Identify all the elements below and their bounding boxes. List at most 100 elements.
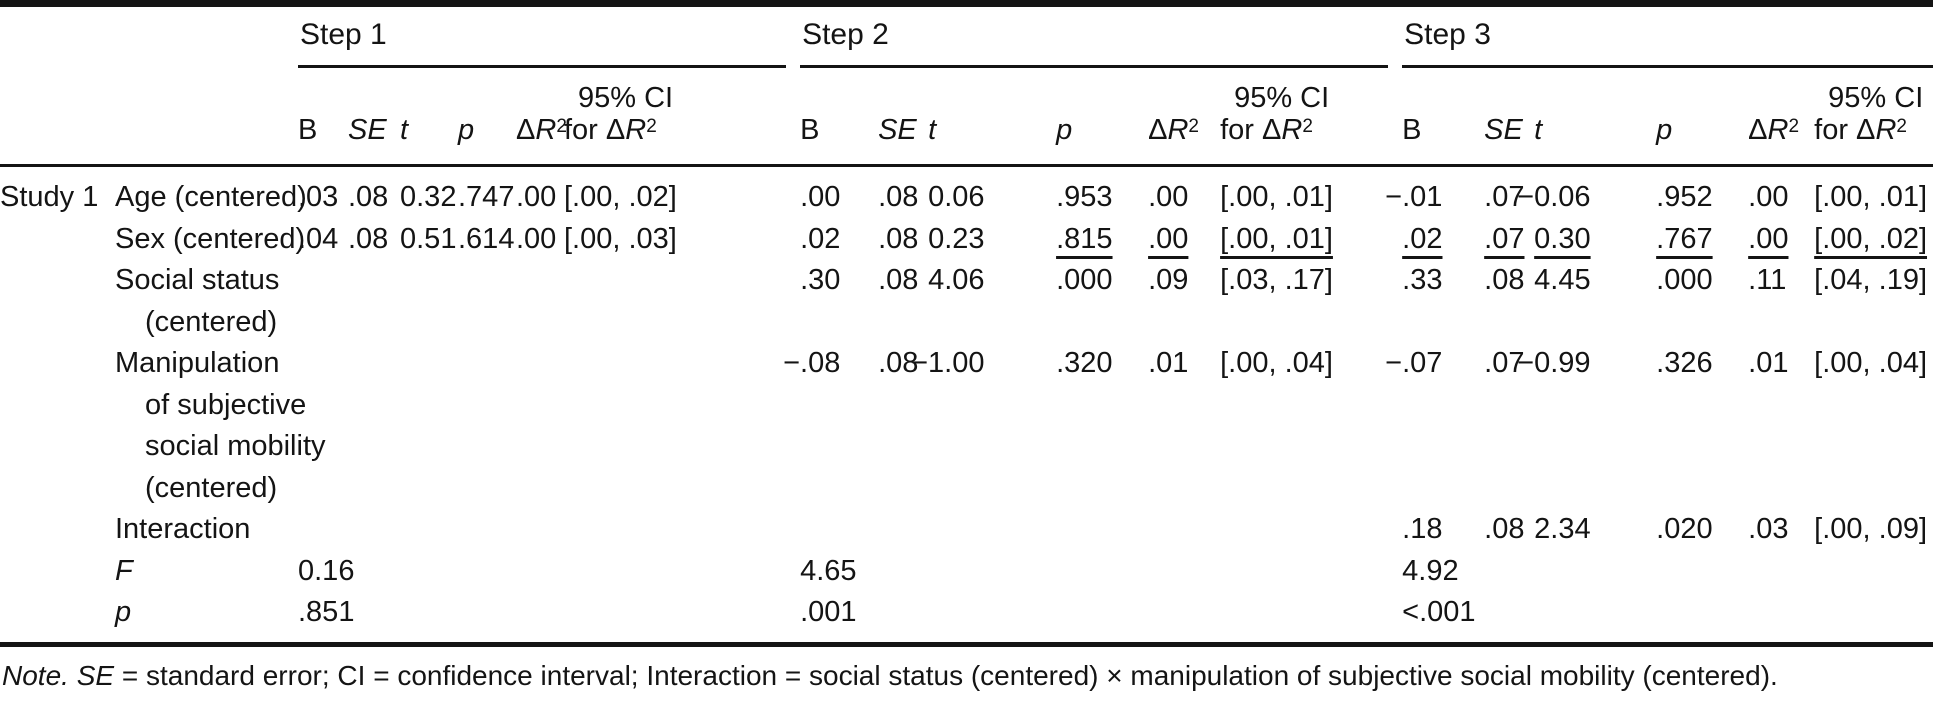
study-label-cell: [0, 260, 115, 343]
table-cell: [458, 343, 516, 509]
table-cell: .03: [298, 181, 339, 213]
stub-predictor: [115, 7, 298, 68]
table-cell: [1656, 551, 1748, 593]
table-cell: .08: [1484, 264, 1525, 296]
regression-table: Step 1 Step 2 Step 3 B SE t p ΔR2 95% CI for ΔR2 B…: [0, 7, 1933, 642]
ci-header-line2: for ΔR2: [1220, 114, 1313, 146]
study-label-cell: [0, 219, 115, 261]
step-header-label: Step 1: [300, 18, 387, 51]
note-lead: Note.: [2, 659, 69, 691]
table-cell: [.00, .02]: [564, 181, 677, 213]
table-cell: [1220, 509, 1402, 551]
table-cell: 0.16: [298, 554, 355, 587]
table-cell: [.00, .01]: [1814, 181, 1928, 213]
table-bottom-rule: [0, 641, 1933, 647]
table-cell: .851: [298, 596, 355, 628]
table-cell: [516, 551, 564, 593]
table-cell: .08: [348, 181, 389, 213]
table-cell: .00: [800, 181, 841, 213]
table-cell: [348, 260, 400, 343]
table-cell: <.001: [1402, 596, 1476, 628]
table-cell: .00: [1148, 181, 1189, 213]
col-header-b: B: [1402, 68, 1485, 167]
table-cell: [1814, 551, 1933, 593]
stub-study: [0, 68, 115, 167]
table-cell: −0.99: [1517, 347, 1591, 379]
col-header-dr2: ΔR2: [1748, 68, 1815, 167]
table-cell: [1534, 551, 1656, 593]
table-cell: [400, 551, 458, 593]
table-cell: [928, 592, 1056, 642]
table-cell: .07: [1484, 222, 1525, 255]
table-cell: .000: [1656, 264, 1713, 296]
table-cell: [1056, 551, 1148, 593]
table-cell: [1656, 592, 1748, 642]
table-cell: [298, 260, 348, 343]
table-cell: [878, 551, 928, 593]
col-header-b: B: [800, 68, 879, 167]
table-cell: .952: [1656, 181, 1713, 213]
table-cell: [564, 509, 800, 551]
note-segment: [69, 660, 77, 691]
col-header-ci: 95% CI for ΔR2: [564, 68, 801, 167]
table-row: Interaction .18 .08 2.34 .020 .03 [.00, .09]: [0, 509, 1933, 551]
table-cell: [458, 260, 516, 343]
predictor-line: p: [115, 596, 132, 628]
note-segment: SE: [76, 659, 115, 691]
col-header-p: p: [458, 68, 516, 167]
table-cell: [298, 509, 348, 551]
table-cell: [.04, .19]: [1814, 264, 1928, 296]
table-body: Study 1 Age (centered) .03.08 0.32.747.00 [.…: [0, 166, 1933, 642]
table-header: Step 1 Step 2 Step 3 B SE t p ΔR2 95% CI for ΔR2 B…: [0, 7, 1933, 167]
table-cell: [348, 509, 400, 551]
col-header-se: SE: [878, 68, 929, 167]
table-cell: [564, 260, 800, 343]
table-cell: .326: [1656, 347, 1713, 379]
table-cell: .08: [878, 347, 919, 379]
table-cell: [348, 343, 400, 509]
col-header-se: SE: [348, 68, 400, 167]
table-cell: 0.51: [400, 222, 457, 255]
table-cell: [458, 592, 516, 642]
table-cell: [564, 343, 800, 509]
predictor-line: Interaction: [115, 513, 251, 545]
table-cell: .08: [348, 222, 389, 255]
table-cell: .614: [458, 222, 515, 255]
predictor-line: (centered): [145, 471, 278, 504]
step-header-rule: Step 1: [298, 7, 787, 68]
table-cell: [564, 551, 800, 593]
step-header-rule: Step 2: [800, 7, 1389, 68]
table-cell: .00: [1748, 181, 1789, 213]
col-header-dr2: ΔR2: [516, 68, 567, 167]
col-header-se: SE: [1484, 68, 1535, 167]
study-label-cell: [0, 551, 115, 593]
col-header-p: p: [1056, 68, 1149, 167]
table-cell: .00: [516, 181, 557, 213]
table-cell: [.00, .04]: [1814, 347, 1928, 379]
table-cell: .767: [1656, 222, 1713, 255]
table-cell: [564, 592, 800, 642]
table-cell: .04: [298, 222, 339, 255]
table-cell: [1220, 551, 1402, 593]
table-cell: [.00, .01]: [1220, 181, 1333, 213]
column-header-row: B SE t p ΔR2 95% CI for ΔR2 B SE t p ΔR2 95% CI for Δ…: [0, 68, 1933, 167]
predictor-line: Manipulation: [115, 347, 280, 379]
ci-header-line2: for ΔR2: [1814, 114, 1907, 146]
predictor-line: Age (centered): [115, 181, 307, 213]
step-header: Step 2: [800, 7, 1402, 68]
table-cell: .815: [1056, 222, 1113, 255]
table-cell: −.08: [783, 347, 841, 379]
predictor-line: F: [115, 554, 133, 587]
table-cell: [.00, .01]: [1220, 222, 1333, 255]
table-cell: [.03, .17]: [1220, 264, 1333, 296]
col-header-t: t: [1534, 68, 1657, 167]
table-cell: .747: [458, 181, 515, 213]
predictor-cell: p: [115, 592, 298, 642]
stub-study: [0, 7, 115, 68]
predictor-line: (centered): [145, 305, 278, 338]
table-cell: .33: [1402, 264, 1443, 296]
study-label-cell: [0, 509, 115, 551]
table-note: Note. SE = standard error; CI = confiden…: [2, 660, 1933, 692]
table-cell: [458, 509, 516, 551]
table-cell: .18: [1402, 513, 1443, 545]
